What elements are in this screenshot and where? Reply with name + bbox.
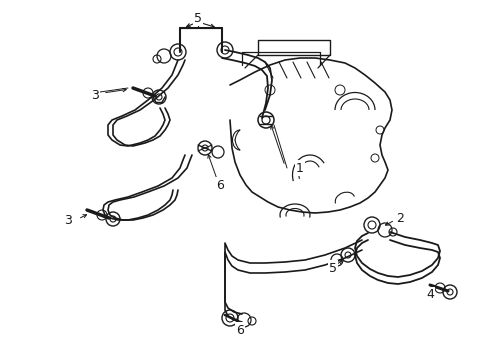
- Text: 3: 3: [91, 89, 99, 102]
- Text: 6: 6: [216, 179, 224, 192]
- Text: 2: 2: [395, 212, 403, 225]
- Text: 5: 5: [328, 261, 336, 274]
- Text: 1: 1: [295, 162, 304, 175]
- Text: 4: 4: [425, 288, 433, 302]
- Text: 3: 3: [64, 213, 72, 226]
- Text: 5: 5: [194, 12, 202, 24]
- Text: 6: 6: [236, 324, 244, 337]
